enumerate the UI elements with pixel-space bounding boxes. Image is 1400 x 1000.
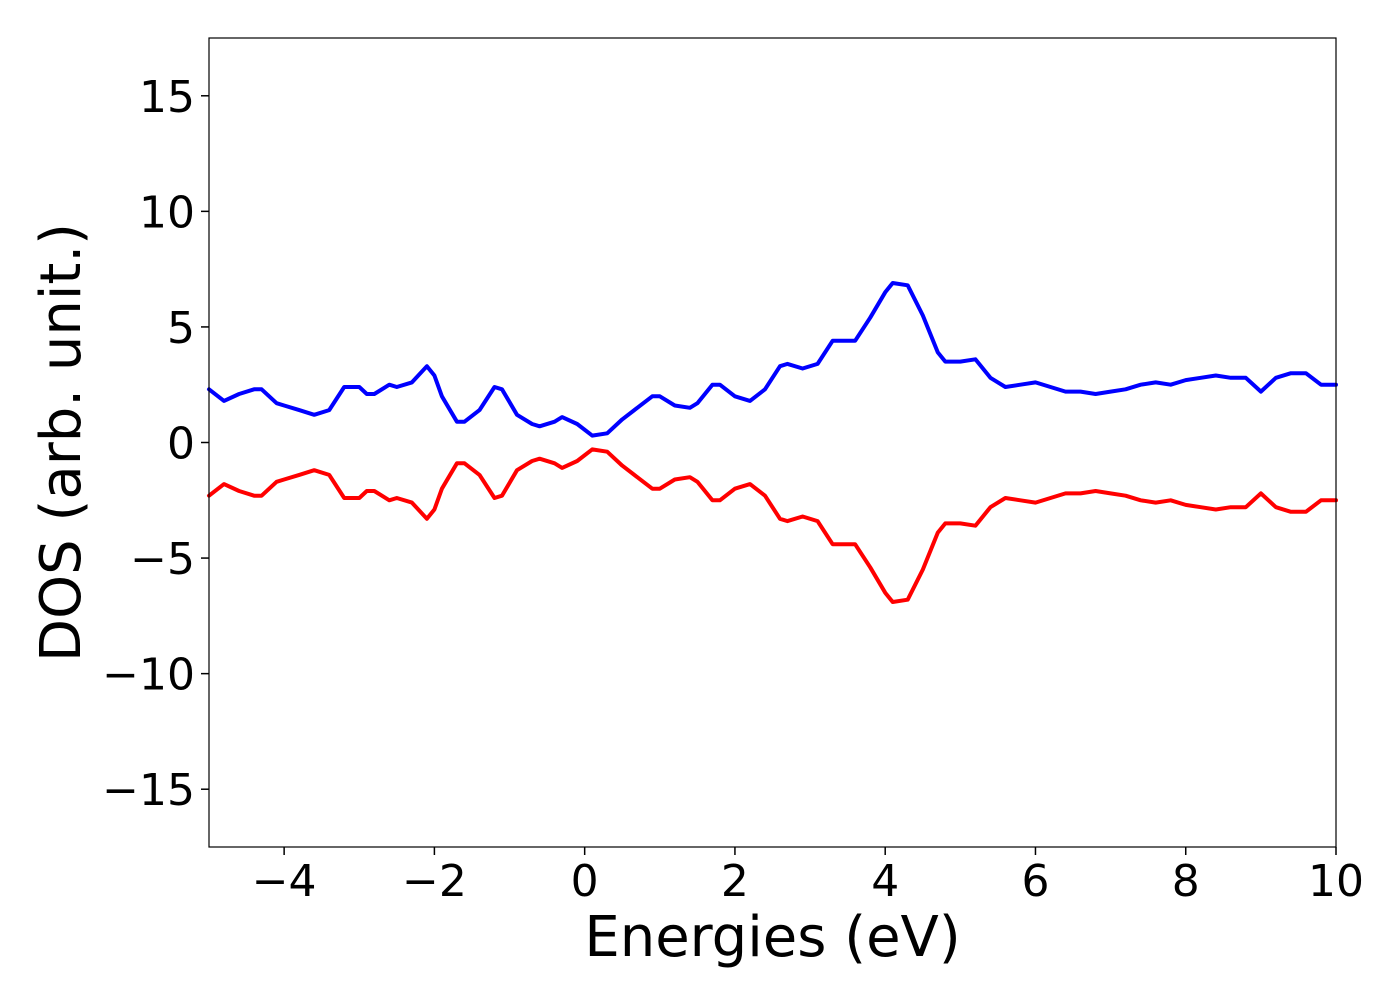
y-tick-label: 0 [167, 419, 195, 470]
y-tick-label: 5 [167, 303, 195, 354]
x-tick-label: 6 [1021, 856, 1049, 907]
series-line-0 [207, 281, 1338, 438]
series-group [207, 281, 1338, 604]
x-tick-label: 10 [1308, 856, 1364, 907]
y-tick-label: −10 [102, 650, 195, 701]
y-tick-label: −15 [102, 765, 195, 816]
y-axis: −15 −10 −5 0 5 10 15 [102, 72, 209, 816]
plot-frame [208, 37, 1337, 848]
x-tick-label: −4 [252, 856, 317, 907]
x-axis-title: Energies (eV) [584, 905, 960, 970]
y-tick-label: 15 [139, 72, 195, 123]
x-tick-label: 0 [571, 856, 599, 907]
series-line-1 [207, 447, 1338, 604]
x-tick-label: 4 [871, 856, 899, 907]
x-axis: −4 −2 0 2 4 6 8 10 [252, 847, 1364, 907]
y-axis-title: DOS (arb. unit.) [29, 223, 94, 662]
y-tick-label: 10 [139, 187, 195, 238]
x-tick-label: 2 [721, 856, 749, 907]
y-tick-label: −5 [130, 534, 195, 585]
x-tick-label: −2 [402, 856, 467, 907]
x-tick-label: 8 [1172, 856, 1200, 907]
